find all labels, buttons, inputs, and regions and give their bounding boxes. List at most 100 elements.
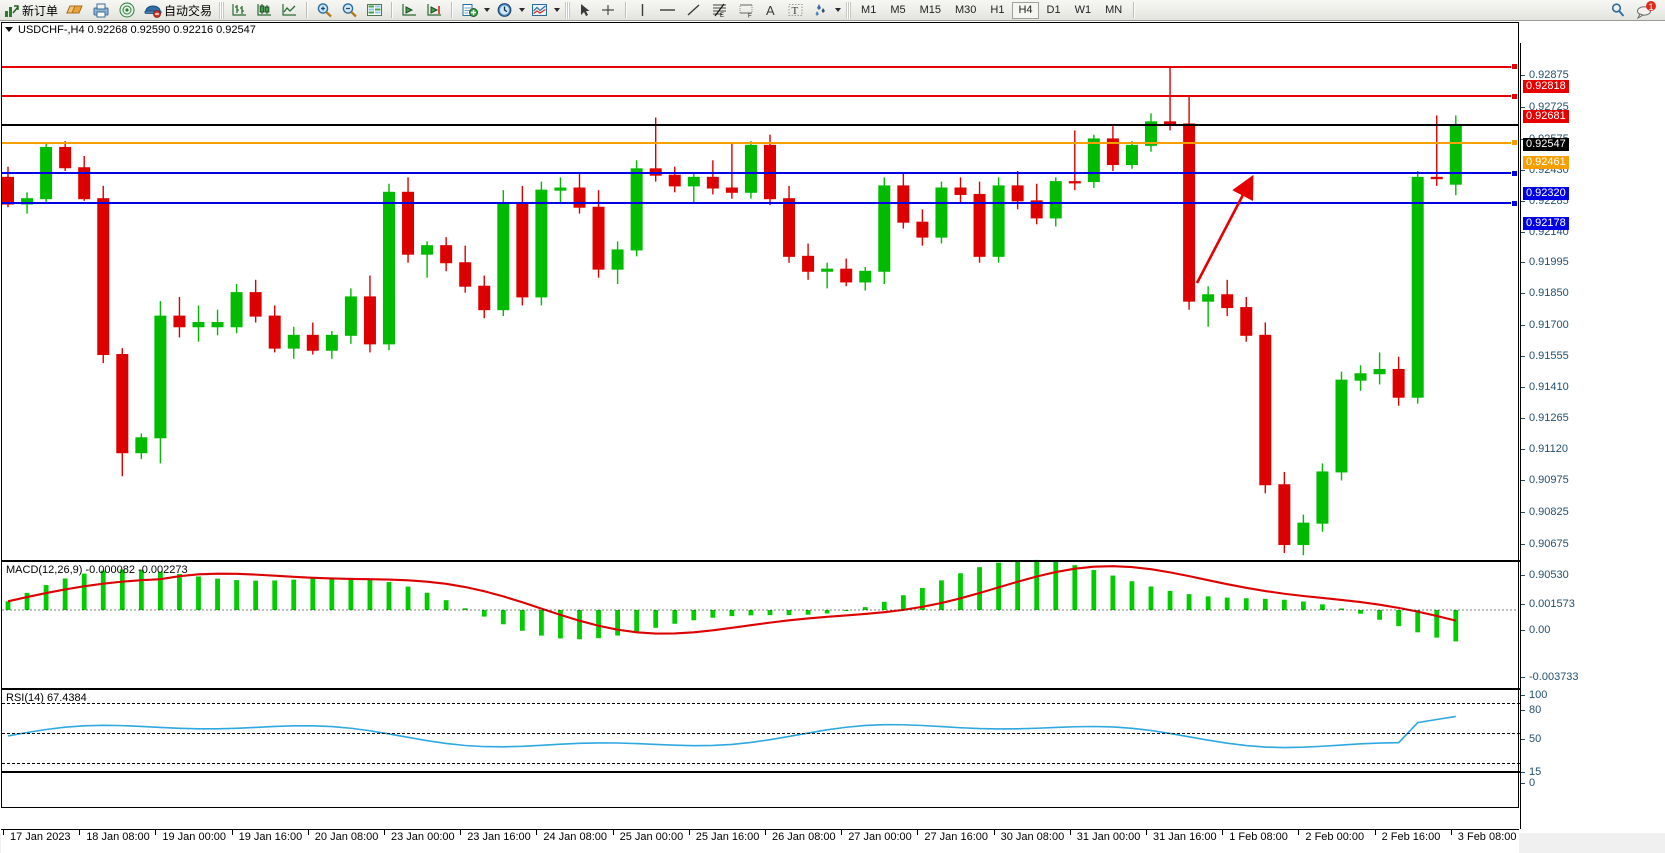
timeframe-w1[interactable]: W1 — [1074, 4, 1092, 16]
trendline-button[interactable] — [682, 1, 705, 20]
autotrading-button[interactable]: 自动交易 — [141, 1, 215, 20]
zoom-in-button[interactable] — [313, 1, 336, 20]
period-dropdown-arrow[interactable] — [517, 2, 527, 19]
fibonacci-button[interactable]: E — [707, 1, 732, 20]
bar-chart-button[interactable] — [228, 1, 251, 20]
candlestick — [1449, 115, 1462, 196]
cursor-button[interactable] — [574, 1, 595, 20]
candlestick — [154, 301, 167, 464]
text-button[interactable]: A — [761, 1, 782, 20]
chart-window[interactable]: USDCHF-,H4 0.92268 0.92590 0.92216 0.925… — [0, 21, 1665, 853]
candle-chart-button[interactable] — [253, 1, 276, 20]
grid-button[interactable] — [363, 1, 386, 20]
candlestick — [554, 177, 567, 203]
price-level-label[interactable]: 0.92681 — [1523, 109, 1569, 123]
timeframe-mn[interactable]: MN — [1105, 4, 1123, 16]
price-level-label[interactable]: 0.92547 — [1523, 138, 1569, 152]
candlestick — [440, 237, 453, 272]
price-scale-axis[interactable]: 0.928750.927250.925750.924300.922850.921… — [1520, 43, 1665, 829]
level-line-handle[interactable] — [1511, 199, 1518, 207]
level-line-handle[interactable] — [1511, 169, 1518, 177]
timeframe-m1[interactable]: M1 — [861, 4, 877, 16]
horizontal-level-line[interactable] — [2, 141, 1518, 144]
level-line-handle[interactable] — [1511, 139, 1518, 147]
folder-button[interactable] — [63, 1, 87, 20]
price-level-label[interactable]: 0.92320 — [1523, 186, 1569, 200]
templates-icon — [532, 4, 548, 16]
bar-chart-icon — [232, 4, 247, 16]
candlestick — [630, 160, 643, 257]
main-toolbar: 新订单 自动交易 — [0, 0, 1665, 21]
candlestick — [383, 183, 395, 351]
candlestick — [859, 267, 872, 291]
candlestick — [992, 177, 1005, 263]
objects-button[interactable] — [809, 1, 832, 20]
timeframe-d1[interactable]: D1 — [1046, 4, 1061, 16]
timeframe-m30[interactable]: M30 — [955, 4, 977, 16]
candlestick — [954, 177, 967, 203]
timeframe-m5[interactable]: M5 — [890, 4, 906, 16]
equidistant-button[interactable]: F — [734, 1, 759, 20]
candlestick — [821, 262, 834, 289]
candlestick — [1316, 463, 1329, 532]
period-button[interactable] — [493, 1, 516, 20]
line-chart-button[interactable] — [278, 1, 301, 20]
vline-icon — [641, 4, 644, 16]
new-order-button[interactable]: 新订单 — [1, 1, 61, 20]
level-line-handle[interactable] — [1511, 63, 1518, 71]
candlestick — [649, 117, 662, 182]
candlestick — [97, 185, 110, 364]
horizontal-level-line[interactable] — [2, 65, 1518, 68]
horizontal-level-line[interactable] — [2, 95, 1518, 98]
toolbar-grip[interactable] — [565, 1, 571, 19]
candlestick — [973, 181, 986, 263]
chart-menu-caret-icon[interactable] — [5, 27, 13, 32]
timeframe-m15[interactable]: M15 — [919, 4, 941, 16]
horizontal-level-line[interactable] — [2, 202, 1518, 205]
indicators-dropdown-arrow[interactable] — [482, 2, 492, 19]
signals-button[interactable] — [115, 1, 139, 20]
print-button[interactable] — [89, 1, 113, 20]
horizontal-level-line[interactable] — [2, 172, 1518, 175]
chart-title-text: USDCHF-,H4 0.92268 0.92590 0.92216 0.925… — [18, 23, 256, 36]
price-level-label[interactable]: 0.92178 — [1523, 216, 1569, 230]
timeframe-h4[interactable]: H4 — [1012, 1, 1039, 19]
toolbar-grip[interactable] — [846, 1, 852, 19]
chart-title-bar[interactable]: USDCHF-,H4 0.92268 0.92590 0.92216 0.925… — [2, 23, 256, 36]
folder-icon — [66, 5, 83, 14]
candlestick — [802, 243, 815, 280]
period-icon — [497, 3, 512, 17]
vline-button[interactable] — [632, 1, 653, 20]
svg-text:F: F — [748, 14, 752, 19]
templates-dropdown-arrow[interactable] — [552, 2, 562, 19]
zoom-out-button[interactable] — [338, 1, 361, 20]
templates-button[interactable] — [528, 1, 551, 20]
price-level-label[interactable]: 0.92461 — [1523, 156, 1569, 170]
price-tick: 0.91850 — [1521, 288, 1569, 299]
candlestick — [135, 433, 148, 460]
trendline-icon — [687, 4, 700, 16]
hline-icon — [660, 9, 676, 11]
chart-shift-button[interactable] — [398, 1, 421, 20]
text-label-button[interactable]: T — [784, 1, 807, 20]
price-level-label[interactable]: 0.92818 — [1523, 80, 1569, 94]
horizontal-level-line[interactable] — [2, 123, 1518, 126]
candlestick — [1278, 471, 1291, 554]
level-line-handle[interactable] — [1511, 92, 1518, 100]
price-tick: 0.90825 — [1521, 507, 1569, 518]
chart-plot-frame[interactable]: USDCHF-,H4 0.92268 0.92590 0.92216 0.925… — [1, 22, 1520, 808]
search-button[interactable] — [1606, 1, 1630, 20]
macd-histogram — [5, 559, 1459, 642]
alerts-button[interactable]: 1 — [1632, 1, 1660, 20]
crosshair-button[interactable] — [597, 1, 620, 20]
text-icon: A — [766, 3, 775, 18]
indicators-button[interactable] — [458, 1, 481, 20]
candlestick — [840, 258, 853, 287]
auto-scroll-button[interactable] — [423, 1, 446, 20]
candlestick — [306, 322, 319, 355]
timeframe-h1[interactable]: H1 — [990, 4, 1005, 16]
hline-button[interactable] — [655, 1, 680, 20]
objects-dropdown-arrow[interactable] — [833, 2, 843, 19]
toolbar-grip[interactable] — [219, 1, 225, 19]
signals-icon — [119, 2, 135, 18]
